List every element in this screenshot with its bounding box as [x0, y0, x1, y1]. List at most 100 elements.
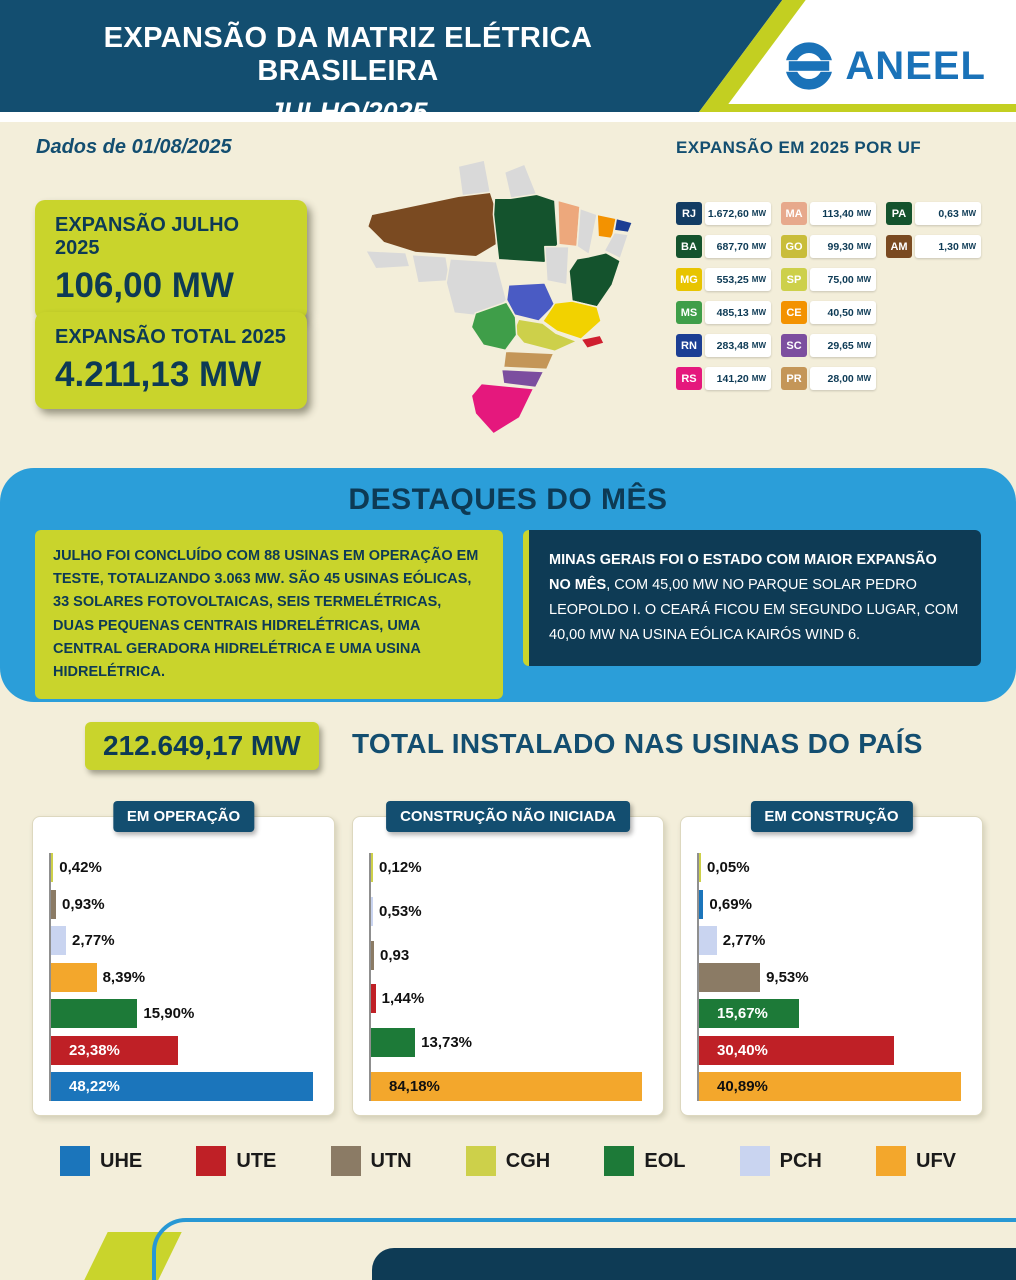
title-line2: JULHO/2025	[268, 97, 428, 127]
chart-not-started-bars: 0,12% 0,53% 0,93 1,44% 13,73% 84,18%	[369, 853, 653, 1101]
legend-item-pch: PCH	[739, 1146, 822, 1176]
uf-value: 1,30 MW	[915, 235, 981, 258]
legend-item-ufv: UFV	[876, 1146, 956, 1176]
uf-value: 99,30 MW	[810, 235, 876, 258]
bar-row-ute: 1,44%	[371, 984, 653, 1014]
uf-value-number: 28,00	[827, 372, 854, 385]
uf-tag: MG	[676, 268, 702, 291]
uf-value-unit: MW	[856, 308, 871, 317]
bar-ufv: 40,89%	[699, 1072, 962, 1101]
uf-value-number: 485,13	[716, 306, 749, 319]
uf-tag: SP	[781, 268, 807, 291]
legend-swatch	[876, 1146, 906, 1176]
uf-value-number: 1.672,60	[707, 207, 749, 220]
uf-entry-ms: MS 485,13 MW	[676, 301, 771, 324]
bar-row-cgh: 0,12%	[371, 853, 653, 882]
highlight-text-segment: . SÃO 45 USINAS EÓLICAS, 33 SOLARES FOTO…	[53, 571, 472, 680]
uf-column: PA 0,63 MW AM 1,30 MW	[886, 202, 981, 390]
bar-value-label: 84,18%	[389, 1077, 440, 1095]
uf-value-number: 1,30	[938, 240, 959, 253]
bar-value-label: 13,73%	[421, 1034, 473, 1052]
uf-entry-pr: PR 28,00 MW	[781, 367, 876, 390]
chart-panel-construction-title: EM CONSTRUÇÃO	[750, 801, 913, 832]
bar-pch	[51, 926, 67, 955]
uf-value-unit: MW	[856, 374, 871, 383]
uf-tag: BA	[676, 235, 702, 258]
map-state-ap	[503, 163, 538, 200]
bar-ufv	[51, 962, 97, 992]
highlight-states-box: MINAS GERAIS FOI O ESTADO COM MAIOR EXPA…	[523, 530, 981, 666]
bar-row-ufv: 84,18%	[371, 1071, 653, 1101]
uf-section-title: EXPANSÃO EM 2025 POR UF	[676, 138, 922, 157]
uf-value-number: 75,00	[827, 273, 854, 286]
bar-eol	[371, 1028, 416, 1058]
uf-value-number: 141,20	[716, 372, 749, 385]
bar-pch	[699, 926, 717, 955]
uf-entry-rj: RJ 1.672,60 MW	[676, 202, 771, 225]
bar-row-uhe: 0,69%	[699, 889, 972, 919]
bar-value-label: 0,42%	[59, 859, 102, 876]
uf-entry-ce: CE 40,50 MW	[781, 301, 876, 324]
bar-row-cgh: 0,42%	[51, 853, 324, 882]
bar-row-ufv: 8,39%	[51, 962, 324, 992]
uf-value-unit: MW	[856, 341, 871, 350]
uf-value: 29,65 MW	[810, 334, 876, 357]
bar-row-eol: 15,67%	[699, 999, 972, 1028]
bar-uhe	[699, 889, 704, 919]
uf-value-unit: MW	[751, 275, 766, 284]
highlights-title: DESTAQUES DO MÊS	[348, 483, 668, 516]
uf-expansion-list: RJ 1.672,60 MW BA 687,70 MW MG 553,25 MW MS 485,13…	[676, 202, 981, 390]
uf-value-unit: MW	[856, 242, 871, 251]
bar-ute: 30,40%	[699, 1035, 894, 1065]
map-state-ba	[568, 251, 622, 308]
header-banner	[0, 0, 783, 112]
uf-value: 553,25 MW	[705, 268, 771, 291]
uf-value: 75,00 MW	[810, 268, 876, 291]
uf-value-unit: MW	[856, 275, 871, 284]
uf-entry-ba: BA 687,70 MW	[676, 235, 771, 258]
highlight-text-segment: JULHO FOI CONCLUÍDO COM	[53, 548, 265, 564]
expansion-month-box: EXPANSÃO JULHO 2025 106,00 MW	[35, 200, 307, 320]
uf-entry-pa: PA 0,63 MW	[886, 202, 981, 225]
brazil-map	[350, 152, 652, 454]
expansion-total-box: EXPANSÃO TOTAL 2025 4.211,13 MW	[35, 312, 307, 409]
uf-value-number: 553,25	[716, 273, 749, 286]
uf-value-unit: MW	[751, 341, 766, 350]
legend-label: UTN	[370, 1149, 412, 1172]
uf-value-unit: MW	[751, 374, 766, 383]
bar-row-cgh: 0,05%	[699, 853, 972, 882]
highlights-band: DESTAQUES DO MÊS JULHO FOI CONCLUÍDO COM…	[0, 468, 1016, 702]
uf-tag: RS	[676, 367, 702, 390]
chart-panel-not-started: CONSTRUÇÃO NÃO INICIADA 0,12% 0,53% 0,93 1,…	[352, 801, 664, 1116]
bar-value-label: 9,53%	[766, 968, 809, 986]
bar-value-label: 0,93	[379, 946, 410, 964]
uf-value-unit: MW	[751, 308, 766, 317]
legend-label: UFV	[916, 1149, 956, 1172]
uf-value-number: 99,30	[827, 240, 854, 253]
uf-entry-sc: SC 29,65 MW	[781, 334, 876, 357]
bar-row-ute: 30,40%	[699, 1035, 972, 1065]
bar-row-ufv: 40,89%	[699, 1072, 972, 1101]
uf-value-unit: MW	[856, 209, 871, 218]
page-title: EXPANSÃO DA MATRIZ ELÉTRICA BRASILEIRA J…	[28, 22, 668, 128]
bar-row-eol: 15,90%	[51, 999, 324, 1028]
bar-utn	[371, 940, 374, 970]
uf-column: RJ 1.672,60 MW BA 687,70 MW MG 553,25 MW MS 485,13…	[676, 202, 771, 390]
uf-value-number: 113,40	[822, 207, 854, 220]
map-state-sc	[500, 368, 545, 389]
legend: UHE UTE UTN CGH EOL PCH UFV	[60, 1146, 956, 1176]
bar-row-utn: 9,53%	[699, 962, 972, 992]
uf-value-unit: MW	[961, 209, 976, 218]
uf-value-number: 0,63	[938, 207, 959, 220]
uf-entry-mg: MG 553,25 MW	[676, 268, 771, 291]
uf-value-number: 687,70	[716, 240, 749, 253]
expansion-month-label: EXPANSÃO JULHO 2025	[55, 214, 240, 259]
bar-value-label: 2,77%	[72, 932, 115, 949]
map-state-rj	[580, 334, 605, 350]
uf-value-number: 29,65	[827, 339, 854, 352]
uf-value-unit: MW	[961, 242, 976, 251]
chart-panel-operation-title: EM OPERAÇÃO	[112, 801, 255, 832]
map-state-go	[505, 282, 556, 322]
bar-row-ute: 23,38%	[51, 1035, 324, 1065]
